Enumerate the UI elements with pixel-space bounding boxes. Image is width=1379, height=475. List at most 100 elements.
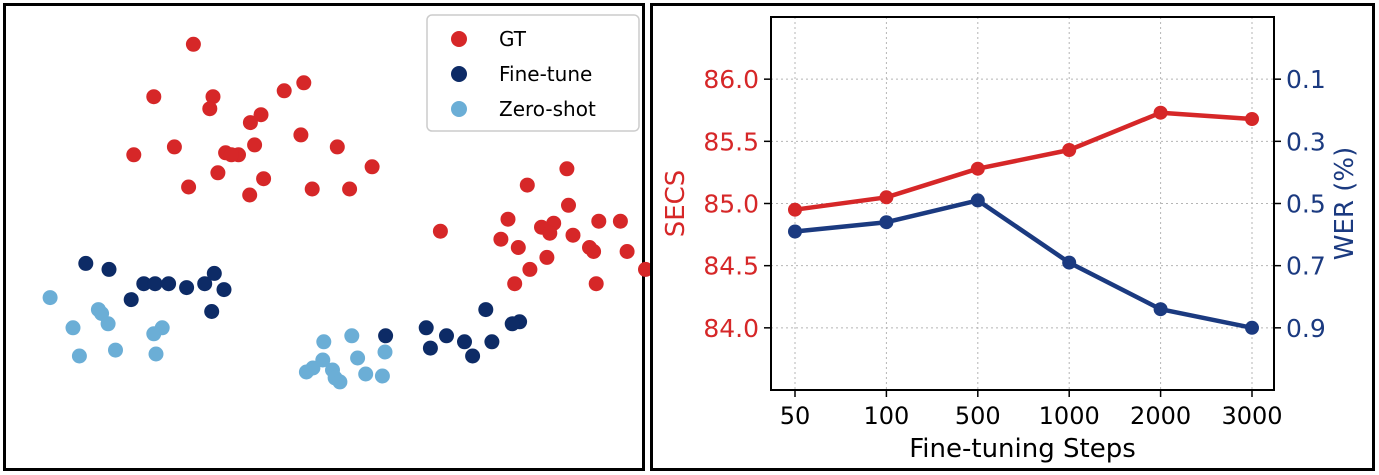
y-axis-left: 84.0 84.5 85.0 85.5 86.0 SECS [661, 65, 771, 343]
point-gt-33 [542, 225, 558, 241]
point-gt-41 [522, 261, 538, 277]
point-wer-50 [788, 224, 802, 239]
line-secs [792, 110, 1255, 212]
y-tick-label-right-0-3: 0.3 [1286, 127, 1326, 156]
point-fine-tune-7 [197, 276, 213, 292]
point-secs-500 [970, 161, 985, 176]
point-gt-24 [559, 161, 575, 177]
point-fine-tune-2 [101, 261, 117, 277]
point-fine-tune-15 [418, 320, 434, 336]
point-gt-43 [507, 276, 523, 292]
point-zero-shot-11 [148, 346, 164, 362]
point-gt-42 [638, 261, 653, 277]
legend-marker-gt [451, 31, 467, 47]
point-secs-3000 [1245, 112, 1259, 126]
point-gt-10 [126, 147, 142, 163]
point-secs-1000 [1062, 143, 1077, 157]
line-wer [792, 198, 1255, 331]
scatter-panel: GT Fine-tune Zero-shot [3, 3, 653, 471]
legend-label-fine-tune: Fine-tune [499, 62, 592, 86]
point-secs-2000 [1153, 105, 1168, 120]
point-gt-40 [539, 249, 555, 265]
legend-marker-zero-shot [451, 101, 467, 117]
point-zero-shot-19 [358, 366, 374, 382]
point-zero-shot-8 [344, 328, 360, 344]
point-fine-tune-3 [136, 276, 152, 292]
point-fine-tune-19 [484, 334, 500, 350]
point-gt-23 [342, 181, 358, 197]
y-axis-right: 0.1 0.3 0.5 0.7 0.9 WER (%) [1274, 65, 1360, 343]
point-gt-9 [293, 127, 309, 143]
y-tick-label-left-86-0: 86.0 [703, 65, 759, 94]
legend-label-zero-shot: Zero-shot [499, 97, 596, 121]
point-zero-shot-13 [377, 344, 393, 360]
point-zero-shot-20 [374, 368, 390, 384]
point-gt-17 [364, 159, 380, 175]
x-axis: 50 100 500 1000 2000 3000 Fine-tuning Steps [780, 390, 1283, 464]
series-gt [126, 36, 653, 292]
point-gt-29 [591, 213, 607, 229]
point-gt-38 [586, 244, 602, 259]
y-tick-label-left-84-0: 84.0 [703, 314, 759, 343]
point-fine-tune-20 [422, 340, 438, 356]
point-wer-500 [970, 193, 985, 208]
y-tick-label-right-0-9: 0.9 [1286, 314, 1326, 343]
line-chart: 50 100 500 1000 2000 3000 Fine-tuning Steps 84.… [661, 16, 1360, 464]
point-wer-2000 [1153, 302, 1168, 317]
point-zero-shot-1 [42, 290, 58, 306]
point-gt-11 [166, 139, 182, 155]
y-tick-label-right-0-1: 0.1 [1286, 65, 1326, 94]
point-fine-tune-11 [204, 304, 220, 319]
point-fine-tune-4 [147, 276, 163, 292]
point-gt-27 [500, 211, 516, 227]
point-zero-shot-17 [298, 364, 314, 380]
point-gt-34 [493, 231, 509, 247]
line-chart-panel: 50 100 500 1000 2000 3000 Fine-tuning Steps 84.… [650, 3, 1375, 471]
point-gt-20 [181, 179, 197, 195]
series-wer [788, 193, 1259, 335]
point-fine-tune-9 [216, 282, 232, 298]
y-axis-label-left: SECS [661, 170, 691, 238]
legend-label-gt: GT [499, 27, 527, 51]
point-fine-tune-17 [378, 328, 394, 344]
point-gt-14 [223, 147, 239, 163]
series-secs [788, 105, 1259, 217]
point-fine-tune-18 [457, 334, 472, 350]
scatter-plot: GT Fine-tune Zero-shot [42, 14, 653, 390]
point-zero-shot-4 [100, 316, 116, 332]
point-gt-7 [253, 107, 269, 123]
point-wer-1000 [1062, 255, 1077, 270]
point-gt-18 [210, 165, 226, 181]
point-secs-100 [879, 190, 894, 205]
point-zero-shot-5 [65, 320, 81, 336]
point-gt-26 [561, 197, 576, 213]
x-tick-label-50: 50 [780, 402, 811, 430]
y-tick-label-right-0-5: 0.5 [1286, 190, 1326, 219]
y-tick-label-right-0-7: 0.7 [1286, 252, 1326, 281]
point-gt-6 [202, 101, 218, 117]
x-tick-label-100: 100 [863, 402, 909, 430]
x-tick-label-2000: 2000 [1130, 402, 1191, 430]
point-fine-tune-6 [179, 280, 195, 296]
x-tick-label-3000: 3000 [1221, 402, 1282, 430]
point-gt-3 [205, 89, 221, 105]
y-tick-label-left-84-5: 84.5 [703, 252, 759, 281]
point-fine-tune-1 [78, 255, 94, 271]
point-gt-8 [242, 115, 258, 131]
point-fine-tune-5 [161, 276, 177, 292]
point-zero-shot-10 [108, 342, 123, 358]
x-tick-label-500: 500 [955, 402, 1001, 430]
point-gt-30 [612, 213, 628, 229]
point-wer-3000 [1245, 320, 1259, 335]
point-gt-44 [588, 276, 604, 292]
point-gt-21 [242, 187, 258, 203]
point-fine-tune-16 [439, 328, 454, 344]
point-fine-tune-14 [504, 316, 520, 332]
point-zero-shot-12 [71, 348, 87, 364]
series-zero-shot [42, 290, 393, 390]
point-fine-tune-12 [478, 302, 494, 318]
point-zero-shot-9 [316, 334, 332, 350]
point-gt-31 [432, 223, 448, 239]
point-gt-4 [276, 83, 292, 99]
point-fine-tune-10 [123, 292, 139, 308]
